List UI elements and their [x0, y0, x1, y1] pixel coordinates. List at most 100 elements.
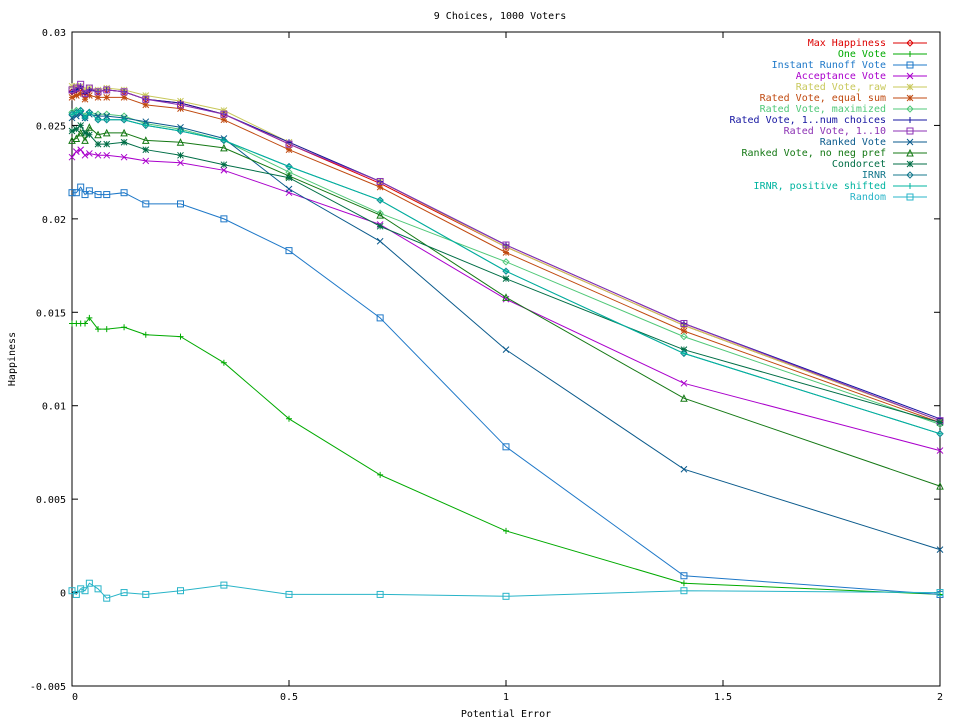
data-point — [142, 101, 150, 109]
data-point — [94, 191, 102, 199]
data-point — [120, 189, 128, 197]
series-line — [71, 109, 941, 435]
data-point — [680, 394, 688, 402]
data-point — [85, 123, 94, 131]
data-point — [377, 197, 384, 204]
y-tick-label: 0.02 — [42, 215, 66, 226]
data-point — [220, 166, 228, 174]
data-point — [142, 157, 150, 165]
data-point — [286, 163, 292, 170]
data-point — [72, 82, 80, 90]
data-point — [177, 159, 184, 167]
series-ranked-vote — [68, 110, 944, 553]
data-point — [936, 546, 944, 553]
data-point — [680, 580, 687, 587]
data-point — [906, 94, 914, 102]
legend-item: Rated Vote, 1..10 — [784, 126, 927, 137]
data-point — [936, 419, 944, 426]
series-instant-runoff-vote — [68, 183, 944, 598]
legend-label: Rated Vote, 1..num choices — [729, 115, 886, 126]
legend-item: Ranked Vote — [820, 137, 927, 148]
data-point — [72, 92, 80, 99]
data-point — [177, 123, 184, 131]
data-point — [94, 116, 102, 124]
x-tick-label: 0 — [72, 692, 78, 703]
data-point — [285, 247, 293, 255]
data-point — [85, 187, 93, 195]
data-point — [103, 86, 111, 94]
y-tick-label: 0.01 — [42, 402, 66, 413]
data-point — [77, 90, 85, 98]
data-point — [103, 326, 110, 333]
data-point — [103, 116, 111, 124]
data-point — [680, 465, 688, 473]
data-point — [72, 125, 80, 133]
series-line — [71, 113, 941, 551]
data-point — [680, 379, 688, 387]
legend-item: Condorcet — [832, 159, 927, 170]
data-point — [907, 51, 913, 57]
data-point — [103, 112, 111, 120]
data-point — [103, 140, 111, 148]
data-point — [680, 572, 688, 580]
series-one-vote — [69, 314, 943, 598]
data-point — [286, 415, 292, 422]
legend-label: Rated Vote, raw — [796, 82, 887, 93]
legend-label: Random — [850, 192, 886, 203]
legend-item: IRNR, positive shifted — [754, 181, 927, 192]
data-point — [68, 82, 76, 90]
series-random — [68, 579, 944, 602]
legend-label: Ranked Vote — [820, 137, 886, 148]
series-condorcet — [68, 122, 944, 426]
legend-label: Acceptance Vote — [796, 71, 886, 82]
data-point — [377, 471, 384, 478]
data-point — [72, 189, 80, 197]
data-point — [120, 138, 128, 146]
series-line — [71, 126, 941, 487]
data-point — [177, 105, 184, 112]
data-point — [502, 443, 510, 451]
data-point — [120, 116, 128, 124]
data-point — [102, 128, 111, 137]
data-point — [376, 237, 384, 245]
data-point — [77, 146, 85, 154]
data-point — [906, 105, 914, 113]
data-point — [376, 222, 384, 230]
data-point — [142, 590, 150, 598]
data-point — [906, 72, 914, 80]
legend-item: IRNR — [862, 170, 927, 181]
data-point — [503, 527, 509, 534]
data-point — [502, 592, 510, 600]
x-tick-label: 1 — [503, 692, 509, 703]
data-point — [81, 587, 89, 595]
x-tick-label: 2 — [937, 692, 943, 703]
data-point — [86, 92, 93, 99]
data-point — [906, 160, 914, 168]
series-acceptance-vote — [68, 146, 944, 454]
data-point — [68, 86, 76, 94]
data-point — [680, 587, 688, 595]
data-point — [177, 200, 184, 208]
data-point — [142, 146, 150, 154]
legend-label: Rated Vote, maximized — [760, 104, 886, 115]
data-point — [72, 84, 80, 92]
data-point — [680, 332, 688, 341]
x-tick-label: 1.5 — [714, 692, 732, 703]
data-point — [285, 140, 293, 148]
data-point — [220, 107, 228, 114]
data-point — [69, 111, 75, 118]
data-point — [176, 138, 185, 146]
legend-label: Condorcet — [832, 159, 886, 170]
data-point — [120, 94, 128, 101]
data-point — [72, 134, 81, 143]
data-point — [220, 110, 228, 118]
data-point — [72, 148, 80, 155]
data-point — [502, 249, 510, 256]
data-point — [85, 108, 94, 117]
y-tick-label: 0.03 — [42, 28, 66, 39]
data-point — [220, 137, 227, 144]
y-axis-label: Happiness — [7, 332, 18, 386]
data-point — [85, 84, 93, 92]
chart-title: 9 Choices, 1000 Voters — [434, 11, 566, 22]
